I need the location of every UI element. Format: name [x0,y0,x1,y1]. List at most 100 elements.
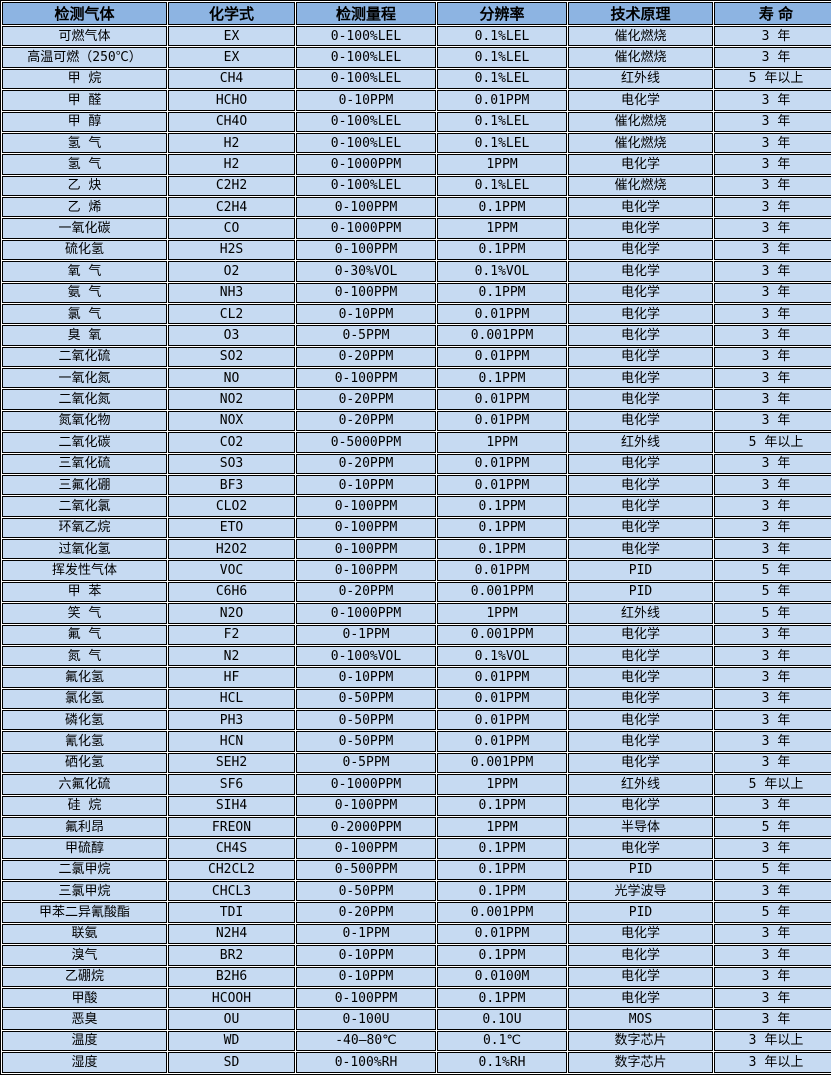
cell-gas: 硅 烷 [2,795,167,816]
cell-resolution: 1PPM [437,816,567,838]
cell-gas: 硒化氢 [2,752,167,774]
cell-range: 0-20PPM [296,389,436,410]
column-header-lifespan: 寿 命 [714,2,831,25]
cell-lifespan: 3 年 [714,945,831,966]
cell-resolution: 0.1OU [437,1009,567,1030]
table-row: 氟利昂 FREON 0-2000PPM 1PPM 半导体 5 年 [2,816,831,838]
cell-principle: MOS [568,1009,713,1030]
cell-formula: CH4S [168,838,295,859]
cell-gas: 恶臭 [2,1009,167,1030]
cell-principle: 电化学 [568,987,713,1009]
table-row: 三氯甲烷 CHCL3 0-50PPM 0.1PPM 光学波导 3 年 [2,881,831,902]
cell-formula: O3 [168,325,295,346]
cell-range: 0-1000PPM [296,218,436,239]
table-row: 一氧化碳 CO 0-1000PPM 1PPM 电化学 3 年 [2,218,831,239]
table-row: 联氨 N2H4 0-1PPM 0.01PPM 电化学 3 年 [2,923,831,945]
table-row: 可燃气体 EX 0-100%LEL 0.1%LEL 催化燃烧 3 年 [2,26,831,47]
cell-resolution: 0.1PPM [437,795,567,816]
cell-principle: 电化学 [568,945,713,966]
cell-formula: HCL [168,688,295,709]
cell-range: 0-100PPM [296,539,436,560]
cell-range: 0-5PPM [296,325,436,346]
cell-gas: 氟利昂 [2,816,167,838]
cell-range: 0-10PPM [296,966,436,987]
cell-principle: 电化学 [568,410,713,432]
cell-formula: SIH4 [168,795,295,816]
cell-range: 0-5000PPM [296,432,436,453]
cell-lifespan: 3 年 [714,47,831,68]
cell-resolution: 0.1%LEL [437,26,567,47]
cell-resolution: 0.1%LEL [437,47,567,68]
cell-gas: 二氧化硫 [2,346,167,367]
cell-formula: OU [168,1009,295,1030]
cell-principle: 电化学 [568,90,713,111]
cell-lifespan: 3 年 [714,688,831,709]
cell-formula: BR2 [168,945,295,966]
table-row: 氢 气 H2 0-1000PPM 1PPM 电化学 3 年 [2,154,831,175]
cell-lifespan: 5 年 [714,603,831,624]
cell-resolution: 0.1PPM [437,881,567,902]
column-header-gas: 检测气体 [2,2,167,25]
cell-principle: 电化学 [568,303,713,325]
cell-principle: 电化学 [568,282,713,303]
cell-formula: ETO [168,517,295,538]
cell-lifespan: 3 年 [714,90,831,111]
header-row: 检测气体 化学式 检测量程 分辨率 技术原理寿 命 [2,2,831,25]
cell-resolution: 0.01PPM [437,667,567,688]
cell-formula: C2H2 [168,175,295,196]
cell-lifespan: 3 年以上 [714,1052,831,1073]
cell-range: 0-100%LEL [296,175,436,196]
table-row: 环氧乙烷 ETO 0-100PPM 0.1PPM 电化学 3 年 [2,517,831,538]
column-header-resolution: 分辨率 [437,2,567,25]
cell-resolution: 0.1℃ [437,1030,567,1051]
cell-resolution: 0.1%LEL [437,68,567,90]
cell-principle: 电化学 [568,966,713,987]
cell-range: 0-100PPM [296,282,436,303]
cell-gas: 三氟化硼 [2,474,167,496]
cell-gas: 甲 醛 [2,90,167,111]
cell-principle: 数字芯片 [568,1052,713,1073]
cell-resolution: 0.1PPM [437,987,567,1009]
table-row: 甲 烷 CH4 0-100%LEL 0.1%LEL 红外线 5 年以上 [2,68,831,90]
cell-gas: 乙 烯 [2,197,167,218]
cell-range: 0-100%LEL [296,26,436,47]
cell-gas: 氟 气 [2,624,167,645]
cell-range: 0-10PPM [296,303,436,325]
cell-range: 0-10PPM [296,945,436,966]
cell-lifespan: 3 年 [714,517,831,538]
cell-formula: N2O [168,603,295,624]
cell-lifespan: 3 年 [714,325,831,346]
cell-range: 0-100%LEL [296,47,436,68]
cell-principle: 电化学 [568,624,713,645]
table-row: 氯化氢 HCL 0-50PPM 0.01PPM 电化学 3 年 [2,688,831,709]
table-row: 二氧化硫 SO2 0-20PPM 0.01PPM 电化学 3 年 [2,346,831,367]
cell-range: 0-5PPM [296,752,436,774]
cell-range: 0-50PPM [296,710,436,731]
cell-range: 0-100%RH [296,1052,436,1073]
cell-lifespan: 5 年 [714,859,831,880]
cell-principle: PID [568,581,713,603]
cell-lifespan: 5 年以上 [714,68,831,90]
cell-gas: 甲 醇 [2,111,167,132]
cell-range: 0-1PPM [296,624,436,645]
cell-resolution: 0.1PPM [437,859,567,880]
cell-resolution: 0.1%LEL [437,175,567,196]
cell-principle: 电化学 [568,239,713,261]
cell-resolution: 0.001PPM [437,752,567,774]
cell-range: 0-10PPM [296,90,436,111]
cell-range: 0-100PPM [296,838,436,859]
cell-resolution: 0.1PPM [437,197,567,218]
cell-range: 0-100%LEL [296,111,436,132]
cell-formula: H2 [168,132,295,154]
table-row: 磷化氢 PH3 0-50PPM 0.01PPM 电化学 3 年 [2,710,831,731]
cell-resolution: 0.1%RH [437,1052,567,1073]
cell-lifespan: 3 年 [714,966,831,987]
cell-resolution: 0.01PPM [437,346,567,367]
cell-lifespan: 3 年 [714,645,831,667]
cell-range: 0-100PPM [296,560,436,581]
cell-resolution: 0.1PPM [437,517,567,538]
table-row: 甲 醛 HCHO 0-10PPM 0.01PPM 电化学 3 年 [2,90,831,111]
cell-resolution: 0.1PPM [437,239,567,261]
cell-formula: CO [168,218,295,239]
cell-resolution: 0.01PPM [437,303,567,325]
